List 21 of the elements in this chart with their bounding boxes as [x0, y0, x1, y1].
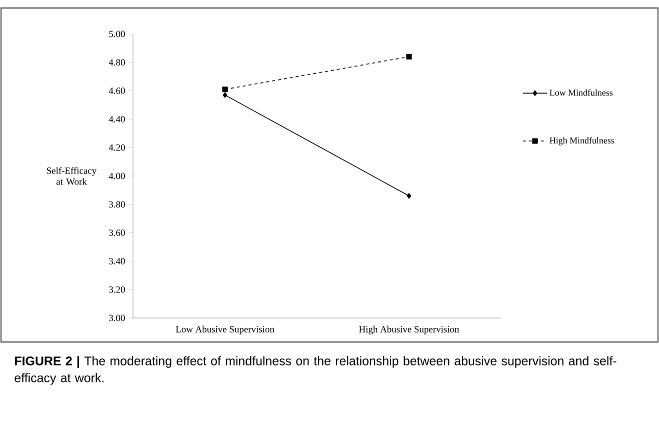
y-tick-label: 3.60 [109, 230, 125, 236]
y-tick-label: 4.80 [108, 59, 125, 66]
y-tick-label: 3.20 [109, 286, 125, 293]
y-tick-label: 3.00 [109, 314, 125, 322]
legend-label: High Mindfulness [550, 137, 614, 146]
point [222, 86, 228, 92]
x-tick-label: Low Abusive Supervision [176, 326, 274, 334]
y-tick-label: 5.00 [109, 30, 125, 38]
y-tick-label: 4.00 [108, 172, 125, 180]
text: FIGURE 2 | The moderating effect of mindfulness on the relationship between abusive supervision and self-efficacy at work. [14, 356, 616, 385]
point [222, 92, 228, 98]
y-tick-label: 4.60 [108, 88, 125, 94]
legend-label: Low Mindfulness [550, 89, 613, 96]
y-axis-title: Self-Efficacy at Work [46, 167, 97, 185]
y-tick-label: 4.40 [108, 116, 125, 122]
point [406, 193, 412, 199]
y-tick-label: 3.40 [109, 258, 125, 264]
point [406, 54, 412, 60]
y-tick-label: 4.20 [108, 144, 125, 151]
x-tick-label: High Abusive Supervision [359, 326, 460, 334]
y-tick-label: 3.80 [109, 201, 125, 208]
